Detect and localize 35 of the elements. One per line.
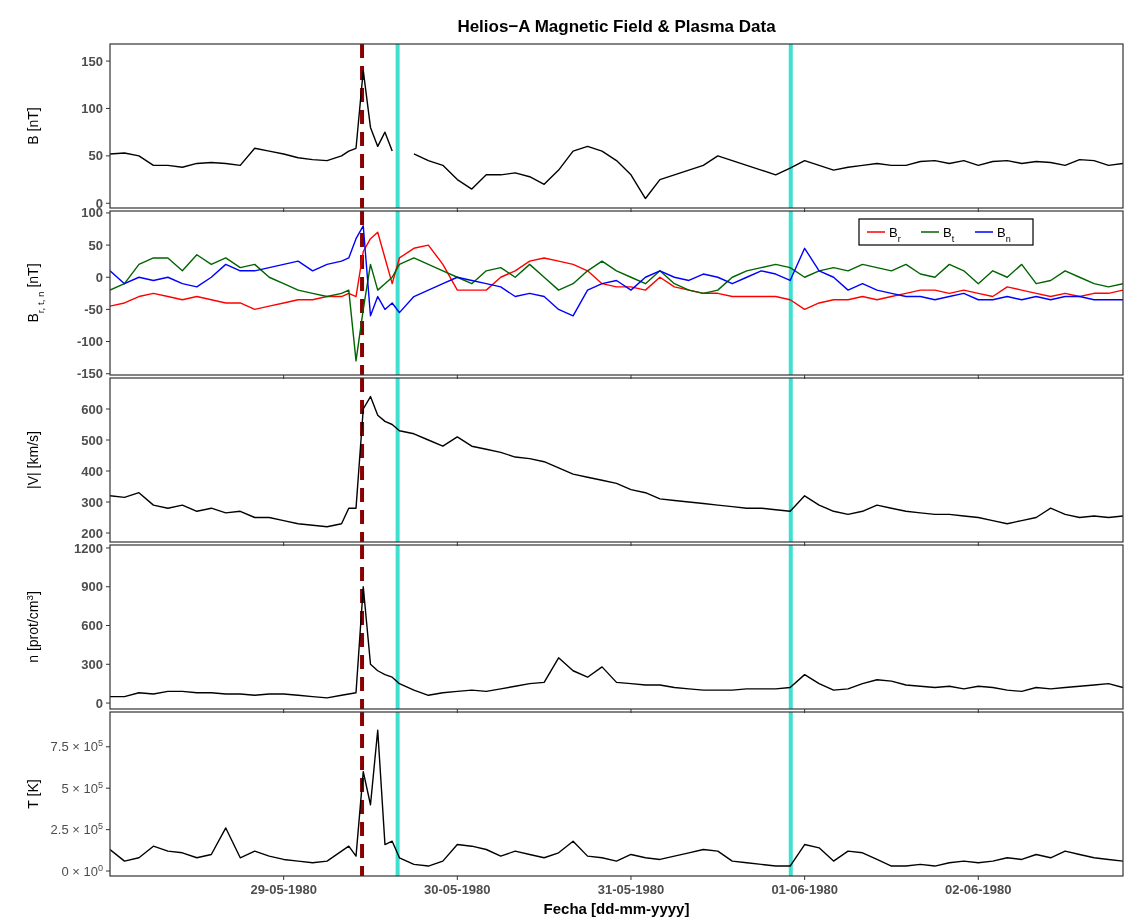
y-tick-label: -100 (76, 334, 103, 350)
legend-label: B$_{t}$ (943, 224, 955, 244)
y-tick-label: 600 (81, 618, 103, 634)
x-tick-label: 31-05-1980 (597, 882, 665, 897)
y-axis-title: B [nT] (25, 107, 41, 145)
y-tick-label: 300 (81, 656, 103, 672)
y-tick-label: 0 (95, 269, 103, 285)
y-tick-label: 1200 (74, 540, 103, 556)
y-tick-label: -50 (84, 301, 103, 317)
x-tick-label: 30-05-1980 (424, 882, 491, 897)
y-tick-label: 500 (81, 432, 103, 448)
y-tick-label: 600 (81, 401, 103, 417)
y-tick-label: 2.5 × 10$^{5}$ (50, 821, 103, 838)
y-tick-label: 5 × 10$^{5}$ (61, 779, 103, 796)
chart-title: Helios−A Magnetic Field & Plasma Data (457, 17, 777, 36)
y-axis-title: |V| [km/s] (25, 431, 41, 489)
y-tick-label: 7.5 × 10$^{5}$ (50, 738, 103, 755)
y-tick-label: 0 × 10$^{0}$ (61, 862, 103, 879)
x-tick-label: 02-06-1980 (945, 882, 1012, 897)
y-tick-label: 900 (81, 579, 103, 595)
y-tick-label: 150 (81, 53, 103, 69)
y-tick-label: 400 (81, 463, 103, 479)
y-tick-label: 200 (81, 525, 103, 541)
y-tick-label: 100 (81, 101, 103, 117)
y-tick-label: 50 (88, 237, 103, 253)
y-axis-title: T [K] (25, 779, 41, 809)
x-tick-label: 01-06-1980 (771, 882, 838, 897)
legend-label: B$_{n}$ (997, 224, 1011, 244)
x-axis-title: Fecha [dd-mm-yyyy] (543, 900, 690, 917)
legend-label: B$_{r}$ (889, 224, 901, 244)
y-tick-label: 50 (88, 148, 103, 164)
y-tick-label: -150 (76, 366, 103, 382)
y-tick-label: 300 (81, 494, 103, 510)
y-tick-label: 0 (95, 695, 103, 711)
x-tick-label: 29-05-1980 (250, 882, 317, 897)
